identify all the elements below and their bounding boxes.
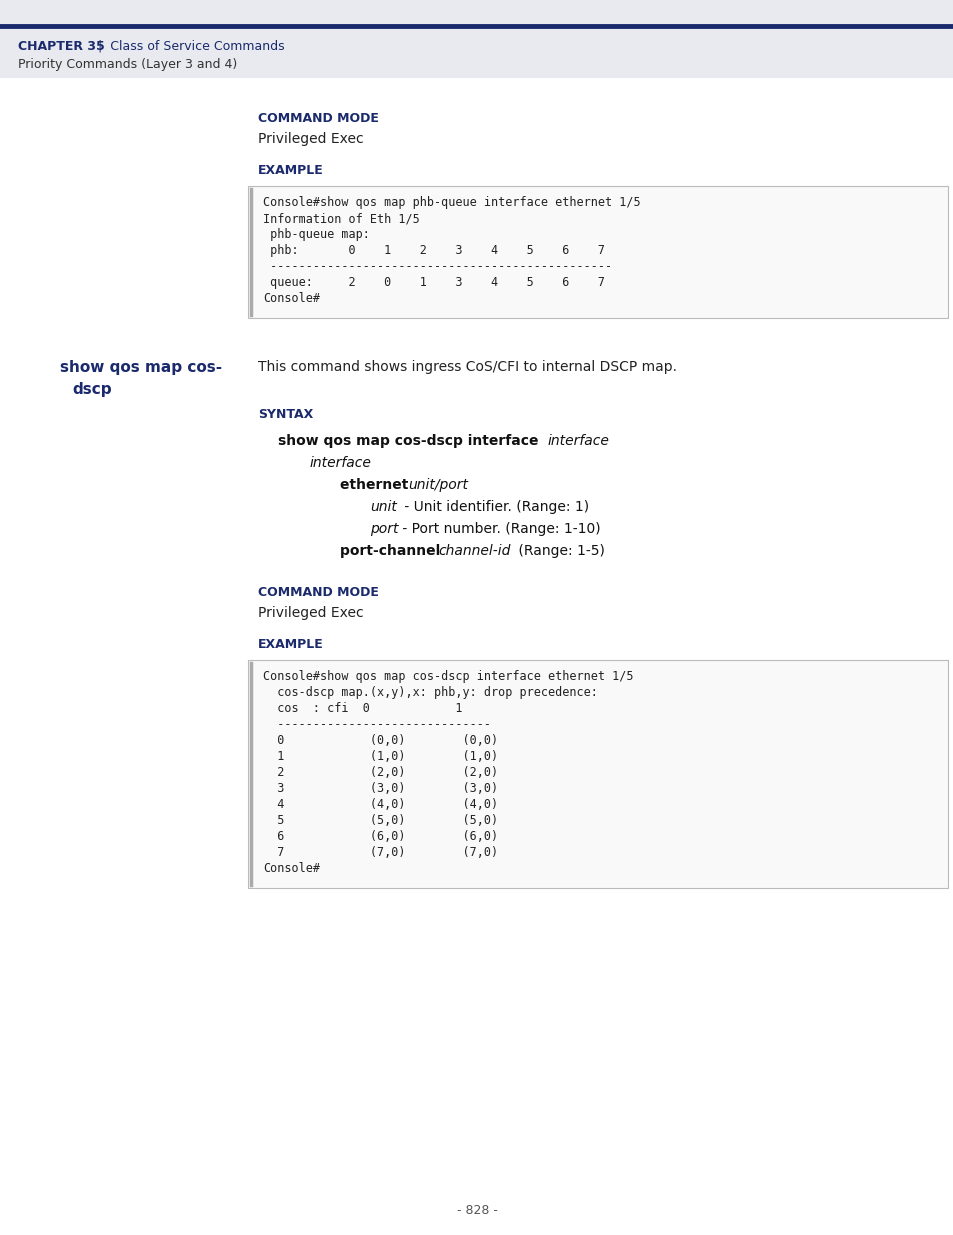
- Text: 3            (3,0)        (3,0): 3 (3,0) (3,0): [263, 782, 497, 795]
- Text: interface: interface: [547, 433, 609, 448]
- Text: Console#show qos map cos-dscp interface ethernet 1/5: Console#show qos map cos-dscp interface …: [263, 671, 633, 683]
- Text: port-channel: port-channel: [339, 543, 445, 558]
- Text: 5            (5,0)        (5,0): 5 (5,0) (5,0): [263, 814, 497, 827]
- Text: Priority Commands (Layer 3 and 4): Priority Commands (Layer 3 and 4): [18, 58, 237, 70]
- Text: port: port: [370, 522, 398, 536]
- Text: Console#show qos map phb-queue interface ethernet 1/5: Console#show qos map phb-queue interface…: [263, 196, 640, 209]
- Bar: [0, 0, 953, 78]
- Text: show qos map cos-dscp interface: show qos map cos-dscp interface: [277, 433, 543, 448]
- Text: - 828 -: - 828 -: [456, 1204, 497, 1216]
- Text: ------------------------------: ------------------------------: [263, 718, 491, 731]
- Text: Privileged Exec: Privileged Exec: [257, 606, 363, 620]
- Text: interface: interface: [310, 456, 372, 471]
- Text: phb-queue map:: phb-queue map:: [263, 228, 370, 241]
- Text: (Range: 1-5): (Range: 1-5): [514, 543, 604, 558]
- Text: - Port number. (Range: 1-10): - Port number. (Range: 1-10): [397, 522, 600, 536]
- Text: ethernet: ethernet: [339, 478, 413, 492]
- Text: 4            (4,0)        (4,0): 4 (4,0) (4,0): [263, 798, 497, 811]
- Text: phb:       0    1    2    3    4    5    6    7: phb: 0 1 2 3 4 5 6 7: [263, 245, 604, 257]
- Text: - Unit identifier. (Range: 1): - Unit identifier. (Range: 1): [399, 500, 589, 514]
- Text: EXAMPLE: EXAMPLE: [257, 638, 323, 651]
- Text: queue:     2    0    1    3    4    5    6    7: queue: 2 0 1 3 4 5 6 7: [263, 275, 604, 289]
- Text: 6            (6,0)        (6,0): 6 (6,0) (6,0): [263, 830, 497, 844]
- Text: cos-dscp map.(x,y),x: phb,y: drop precedence:: cos-dscp map.(x,y),x: phb,y: drop preced…: [263, 685, 598, 699]
- Text: channel-id: channel-id: [437, 543, 510, 558]
- Text: 1            (1,0)        (1,0): 1 (1,0) (1,0): [263, 750, 497, 763]
- Text: Console#: Console#: [263, 862, 319, 876]
- Text: COMMAND MODE: COMMAND MODE: [257, 585, 378, 599]
- Bar: [248, 659, 947, 888]
- Text: SYNTAX: SYNTAX: [257, 408, 313, 421]
- Text: cos  : cfi  0            1: cos : cfi 0 1: [263, 701, 462, 715]
- Text: Information of Eth 1/5: Information of Eth 1/5: [263, 212, 419, 225]
- Text: 2            (2,0)        (2,0): 2 (2,0) (2,0): [263, 766, 497, 779]
- Text: COMMAND MODE: COMMAND MODE: [257, 112, 378, 125]
- Text: EXAMPLE: EXAMPLE: [257, 164, 323, 177]
- Text: unit/port: unit/port: [408, 478, 468, 492]
- Text: CHAPTER 35: CHAPTER 35: [18, 40, 105, 53]
- Text: |  Class of Service Commands: | Class of Service Commands: [94, 40, 284, 53]
- Text: show qos map cos-: show qos map cos-: [60, 359, 222, 375]
- Text: 0            (0,0)        (0,0): 0 (0,0) (0,0): [263, 734, 497, 747]
- Text: This command shows ingress CoS/CFI to internal DSCP map.: This command shows ingress CoS/CFI to in…: [257, 359, 677, 374]
- Text: dscp: dscp: [71, 382, 112, 396]
- Text: ------------------------------------------------: ----------------------------------------…: [263, 261, 612, 273]
- Text: Privileged Exec: Privileged Exec: [257, 132, 363, 146]
- Text: Console#: Console#: [263, 291, 319, 305]
- Bar: [248, 186, 947, 317]
- Text: 7            (7,0)        (7,0): 7 (7,0) (7,0): [263, 846, 497, 860]
- Text: unit: unit: [370, 500, 396, 514]
